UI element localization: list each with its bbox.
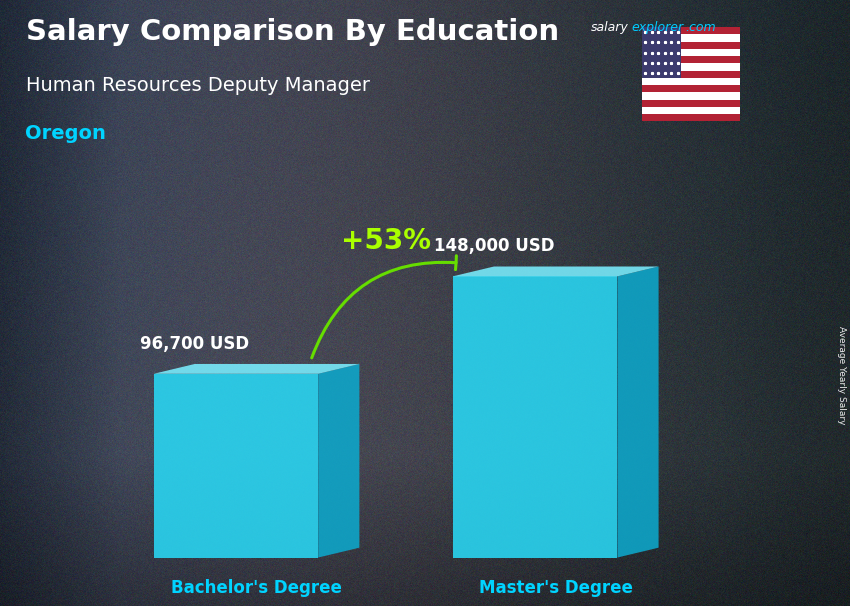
Bar	[642, 92, 740, 99]
Text: .com: .com	[685, 21, 716, 34]
Text: Bachelor's Degree: Bachelor's Degree	[171, 579, 342, 597]
Text: +53%: +53%	[341, 227, 431, 255]
Polygon shape	[318, 364, 360, 558]
Polygon shape	[453, 267, 659, 276]
Polygon shape	[154, 374, 318, 558]
Bar	[642, 71, 740, 78]
Bar	[642, 35, 740, 42]
Bar	[642, 99, 740, 107]
Text: Average Yearly Salary: Average Yearly Salary	[836, 327, 846, 425]
Text: Salary Comparison By Education: Salary Comparison By Education	[26, 18, 558, 46]
Polygon shape	[154, 364, 360, 374]
Text: Human Resources Deputy Manager: Human Resources Deputy Manager	[26, 76, 370, 95]
Bar	[642, 78, 740, 85]
Bar	[642, 64, 740, 71]
Polygon shape	[453, 276, 617, 558]
Bar	[642, 85, 740, 92]
Text: Master's Degree: Master's Degree	[479, 579, 632, 597]
Text: salary: salary	[591, 21, 628, 34]
Text: explorer: explorer	[632, 21, 683, 34]
Bar	[642, 56, 740, 64]
Bar	[642, 107, 740, 114]
Text: 96,700 USD: 96,700 USD	[140, 335, 249, 353]
Bar	[642, 42, 740, 49]
Bar	[642, 27, 740, 35]
Text: 148,000 USD: 148,000 USD	[434, 237, 554, 255]
Bar	[642, 27, 681, 78]
Polygon shape	[617, 267, 659, 558]
Text: Oregon: Oregon	[26, 124, 106, 143]
Bar	[642, 49, 740, 56]
Bar	[642, 114, 740, 121]
